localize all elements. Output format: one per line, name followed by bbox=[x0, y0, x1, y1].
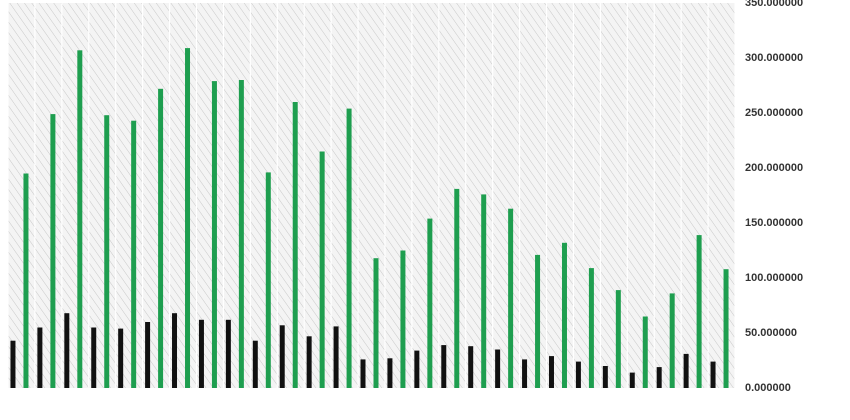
bar bbox=[252, 340, 258, 388]
bar bbox=[642, 316, 648, 388]
plot-background bbox=[8, 3, 735, 388]
bar bbox=[696, 235, 702, 388]
bar bbox=[198, 319, 204, 388]
bar bbox=[481, 194, 487, 388]
bar bbox=[292, 102, 298, 388]
bar bbox=[23, 173, 29, 388]
bar bbox=[427, 218, 433, 388]
bar bbox=[225, 319, 231, 388]
bar bbox=[158, 88, 164, 389]
bar bbox=[561, 242, 567, 388]
bar bbox=[77, 50, 83, 389]
y-tick-label: 50.000000 bbox=[745, 327, 797, 339]
bar bbox=[588, 268, 594, 388]
bar bbox=[279, 325, 285, 388]
y-tick-label: 200.000000 bbox=[745, 162, 803, 174]
bar bbox=[387, 358, 393, 388]
bar bbox=[145, 322, 151, 388]
y-tick-label: 300.000000 bbox=[745, 52, 803, 64]
bar bbox=[522, 359, 528, 388]
bar bbox=[346, 108, 352, 388]
bar bbox=[656, 367, 662, 388]
bar bbox=[238, 80, 244, 388]
bar bbox=[629, 372, 635, 388]
bar bbox=[211, 81, 217, 388]
bar bbox=[723, 269, 729, 388]
bar bbox=[172, 313, 178, 388]
bar bbox=[602, 366, 608, 388]
bar bbox=[10, 340, 16, 388]
y-tick-label: 250.000000 bbox=[745, 107, 803, 119]
bar bbox=[400, 250, 406, 388]
bar bbox=[468, 346, 474, 388]
y-tick-label: 100.000000 bbox=[745, 272, 803, 284]
bar bbox=[454, 188, 460, 388]
bar bbox=[333, 326, 339, 388]
bar bbox=[575, 361, 581, 388]
bar bbox=[131, 120, 137, 388]
bar bbox=[319, 151, 325, 388]
bar bbox=[91, 327, 97, 388]
y-tick-label: 350.000000 bbox=[745, 0, 803, 9]
bar bbox=[360, 359, 366, 388]
bar bbox=[50, 114, 56, 388]
bar bbox=[495, 349, 501, 388]
bar bbox=[441, 345, 447, 388]
bar bbox=[615, 290, 621, 388]
bar bbox=[185, 48, 191, 388]
bar bbox=[373, 258, 379, 388]
bar bbox=[104, 115, 110, 388]
y-tick-label: 150.000000 bbox=[745, 217, 803, 229]
bar bbox=[265, 172, 271, 388]
bar bbox=[37, 327, 43, 388]
bar bbox=[414, 350, 420, 388]
y-tick-label: 0.000000 bbox=[745, 382, 791, 394]
bar bbox=[306, 336, 312, 388]
bar bbox=[118, 328, 124, 388]
bar bbox=[548, 356, 554, 388]
bar bbox=[535, 254, 541, 388]
bar bbox=[669, 293, 675, 388]
bar bbox=[64, 313, 70, 388]
bar bbox=[508, 208, 514, 388]
bar bbox=[683, 353, 689, 388]
bar bbox=[710, 361, 716, 388]
